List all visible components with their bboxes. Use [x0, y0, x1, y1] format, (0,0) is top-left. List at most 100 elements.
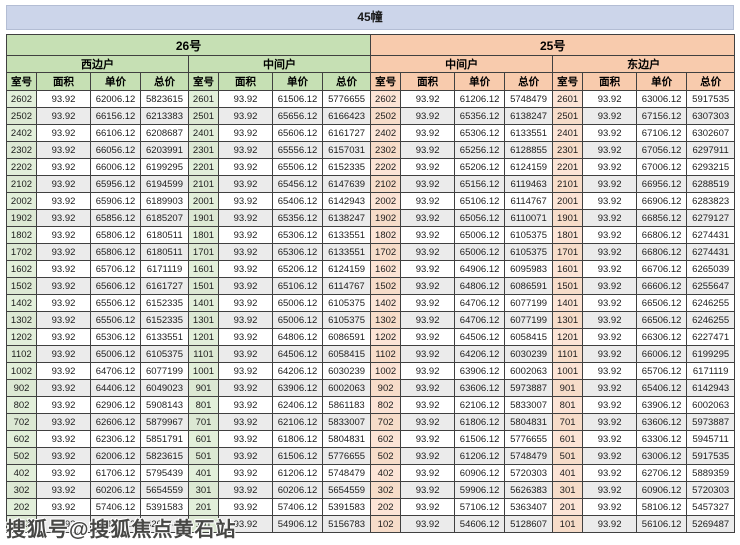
- cell-area: 93.92: [218, 328, 273, 346]
- cell-total-price: 6265039: [686, 260, 736, 278]
- cell-total-price: 6161727: [140, 277, 189, 295]
- cell-room: 501: [188, 447, 219, 465]
- cell-total-price: 5804831: [504, 413, 554, 431]
- cell-total-price: 6152335: [140, 294, 189, 312]
- cell-area: 93.92: [582, 175, 638, 193]
- cell-total-price: 6002063: [504, 362, 554, 380]
- cell-area: 93.92: [582, 260, 638, 278]
- cell-total-price: 6114767: [321, 277, 372, 295]
- cell-unit-price: 61206.12: [272, 464, 323, 482]
- cell-unit-price: 61506.12: [272, 447, 323, 465]
- cell-area: 93.92: [36, 413, 91, 431]
- cell-room: 102: [6, 515, 37, 533]
- cell-area: 93.92: [36, 124, 91, 142]
- cell-room: 701: [552, 413, 584, 431]
- cell-unit-price: 65956.12: [90, 175, 141, 193]
- cell-unit-price: 66906.12: [636, 192, 688, 210]
- cell-area: 93.92: [36, 141, 91, 159]
- cell-unit-price: 62306.12: [90, 430, 141, 448]
- cell-unit-price: 61206.12: [454, 447, 506, 465]
- cell-area: 93.92: [218, 277, 273, 295]
- cell-room: 2301: [188, 141, 219, 159]
- cell-total-price: 6142943: [321, 192, 372, 210]
- cell-unit-price: 66106.12: [90, 124, 141, 142]
- cell-unit-price: 63606.12: [636, 413, 688, 431]
- cell-total-price: 6189903: [140, 192, 189, 210]
- cell-area: 93.92: [400, 379, 456, 397]
- cell-total-price: 6133551: [504, 124, 554, 142]
- cell-room: 1001: [552, 362, 584, 380]
- cell-unit-price: 61506.12: [454, 430, 506, 448]
- cell-room: 2502: [6, 107, 37, 125]
- cell-total-price: 5917535: [686, 447, 736, 465]
- cell-total-price: 5391583: [140, 498, 189, 516]
- cell-unit-price: 60206.12: [90, 481, 141, 499]
- table-row: 1002 93.92 64706.12 6077199 1001 93.92 64206.1…: [6, 362, 736, 380]
- cell-area: 93.92: [218, 141, 273, 159]
- cell-area: 93.92: [582, 294, 638, 312]
- cell-total-price: 6077199: [504, 311, 554, 329]
- cell-area: 93.92: [400, 345, 456, 363]
- cell-area: 93.92: [36, 226, 91, 244]
- cell-room: 1601: [188, 260, 219, 278]
- cell-room: 2001: [552, 192, 584, 210]
- cell-unit-price: 64506.12: [454, 328, 506, 346]
- cell-total-price: 6180511: [140, 243, 189, 261]
- cell-area: 93.92: [36, 107, 91, 125]
- cell-unit-price: 65806.12: [90, 243, 141, 261]
- table-row: 2102 93.92 65956.12 6194599 2101 93.92 65456.1…: [6, 175, 736, 193]
- cell-room: 1102: [6, 345, 37, 363]
- cell-area: 93.92: [218, 430, 273, 448]
- cell-total-price: 5973887: [686, 413, 736, 431]
- table-row: 2502 93.92 66156.12 6213383 2501 93.92 65656.1…: [6, 107, 736, 125]
- cell-unit-price: 56106.12: [636, 515, 688, 533]
- cell-room: 2201: [188, 158, 219, 176]
- cell-room: 1801: [552, 226, 584, 244]
- cell-total-price: 6114767: [504, 192, 554, 210]
- table-row: 702 93.92 62606.12 5879967 701 93.92 62106.12 5…: [6, 413, 736, 431]
- cell-room: 1402: [370, 294, 402, 312]
- cell-area: 93.92: [582, 328, 638, 346]
- cell-room: 601: [188, 430, 219, 448]
- cell-unit-price: 65306.12: [454, 124, 506, 142]
- cell-room: 302: [6, 481, 37, 499]
- cell-total-price: 6171119: [140, 260, 189, 278]
- cell-unit-price: 66606.12: [636, 277, 688, 295]
- cell-room: 2201: [552, 158, 584, 176]
- cell-area: 93.92: [36, 396, 91, 414]
- cell-unit-price: 63006.12: [636, 447, 688, 465]
- cell-room: 1701: [552, 243, 584, 261]
- cell-room: 202: [6, 498, 37, 516]
- cell-total-price: 6133551: [321, 226, 372, 244]
- cell-area: 93.92: [218, 447, 273, 465]
- table-row: 1902 93.92 65856.12 6185207 1901 93.92 65356.1…: [6, 209, 736, 227]
- cell-area: 93.92: [218, 498, 273, 516]
- cell-room: 1302: [370, 311, 402, 329]
- cell-area: 93.92: [218, 311, 273, 329]
- table-row: 1502 93.92 65606.12 6161727 1501 93.92 65106.1…: [6, 277, 736, 295]
- cell-area: 93.92: [218, 260, 273, 278]
- cell-area: 93.92: [218, 294, 273, 312]
- cell-area: 93.92: [400, 413, 456, 431]
- cell-unit-price: 66006.12: [636, 345, 688, 363]
- cell-unit-price: 65706.12: [90, 260, 141, 278]
- cell-unit-price: 61806.12: [272, 430, 323, 448]
- cell-area: 93.92: [218, 124, 273, 142]
- cell-total-price: 6208687: [140, 124, 189, 142]
- cell-unit-price: 66806.12: [636, 226, 688, 244]
- cell-unit-price: 66506.12: [636, 294, 688, 312]
- cell-total-price: 5823615: [140, 447, 189, 465]
- cell-unit-price: 64706.12: [90, 362, 141, 380]
- cell-area: 93.92: [36, 192, 91, 210]
- cell-unit-price: 66806.12: [636, 243, 688, 261]
- cell-area: 93.92: [400, 311, 456, 329]
- cell-room: 501: [552, 447, 584, 465]
- cell-area: 93.92: [36, 430, 91, 448]
- cell-room: 2402: [6, 124, 37, 142]
- cell-area: 93.92: [582, 430, 638, 448]
- cell-unit-price: 65356.12: [272, 209, 323, 227]
- cell-total-price: 5908143: [140, 396, 189, 414]
- cell-total-price: 6138247: [321, 209, 372, 227]
- cell-total-price: 6030239: [321, 362, 372, 380]
- cell-unit-price: 65006.12: [272, 294, 323, 312]
